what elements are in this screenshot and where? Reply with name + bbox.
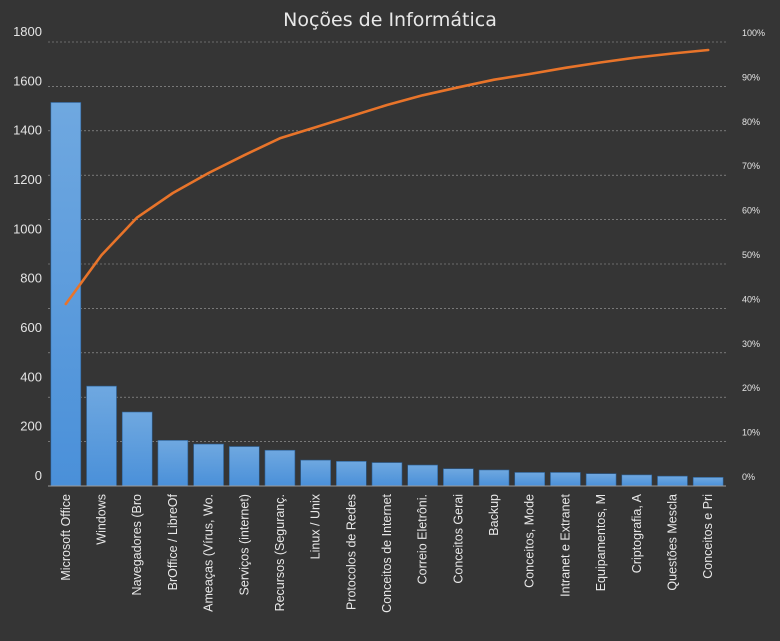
y-tick-label: 200 xyxy=(20,419,42,434)
chart-title: Noções de Informática xyxy=(283,9,497,31)
x-tick-label: Backup xyxy=(487,494,501,536)
bar xyxy=(50,102,82,487)
bar xyxy=(371,462,403,487)
x-tick-label: Correio Eletrôni. xyxy=(416,494,430,584)
bar xyxy=(443,468,474,487)
y2-tick-label: 70% xyxy=(742,161,760,171)
x-tick-label: Navegadores (Bro xyxy=(130,494,144,595)
x-tick-label: Recursos (Seguranç. xyxy=(273,494,287,611)
x-tick-label: Ameaças (Vírus, Wo. xyxy=(202,494,216,612)
bar xyxy=(228,446,260,487)
y2-tick-label: 10% xyxy=(742,428,760,438)
y2-tick-label: 90% xyxy=(742,72,760,82)
y-tick-label: 800 xyxy=(20,271,42,286)
y2-tick-label: 40% xyxy=(742,294,760,304)
x-tick-label: Equipamentos, M xyxy=(594,494,608,591)
bar xyxy=(657,475,688,487)
x-tick-label: Protocolos de Redes xyxy=(344,494,358,610)
y-tick-label: 1600 xyxy=(13,73,42,88)
cumulative-line-series xyxy=(64,48,710,306)
x-tick-label: Conceitos, Mode xyxy=(523,494,537,588)
bar xyxy=(300,459,331,487)
y-tick-label: 1800 xyxy=(13,24,42,39)
bar xyxy=(336,461,367,487)
bar-series xyxy=(50,102,724,487)
x-tick-label: Criptografia, A xyxy=(630,493,644,573)
bar xyxy=(407,464,438,487)
y-tick-label: 600 xyxy=(20,320,42,335)
bar xyxy=(86,385,117,487)
y2-tick-label: 80% xyxy=(742,117,760,127)
x-tick-label: Conceitos de Internet xyxy=(380,493,394,612)
x-tick-label: Microsoft Office xyxy=(59,494,73,581)
x-tick-label: Linux / Unix xyxy=(309,493,323,559)
bar xyxy=(478,469,510,487)
x-tick-label: Conceitos e Pri xyxy=(701,494,715,579)
x-tick-label: Serviços (internet) xyxy=(237,494,251,595)
y2-tick-label: 30% xyxy=(742,339,760,349)
bar xyxy=(585,473,617,487)
x-tick-label: Conceitos Gerai xyxy=(451,494,465,584)
bar xyxy=(621,474,653,487)
y-axis-primary: 0 200 400 600 800 1000 1200 1400 1600 1800 xyxy=(13,24,42,483)
y-axis-secondary: 0% 10% 20% 30% 40% 50% 60% 70% 80% 90% 100% xyxy=(742,28,765,482)
y2-tick-label: 50% xyxy=(742,250,760,260)
x-tick-label: Windows xyxy=(95,494,109,545)
x-axis: Microsoft Office Windows Navegadores (Bro B… xyxy=(48,485,726,613)
bar xyxy=(264,449,296,487)
bar xyxy=(157,440,189,487)
cumulative-line xyxy=(64,48,710,306)
y2-tick-label: 100% xyxy=(742,28,765,38)
x-tick-label: Questões Mescla xyxy=(665,494,679,591)
y-tick-label: 1200 xyxy=(13,172,42,187)
bar xyxy=(692,477,724,487)
bar xyxy=(514,472,546,487)
x-tick-label: BrOffice / LibreOf xyxy=(166,493,180,590)
bar xyxy=(550,472,581,487)
y2-tick-label: 0% xyxy=(742,472,755,482)
y2-tick-label: 60% xyxy=(742,206,760,216)
y-tick-label: 0 xyxy=(35,468,42,483)
gridlines xyxy=(48,41,726,442)
bar xyxy=(193,443,224,487)
y-tick-label: 1400 xyxy=(13,123,42,138)
y-tick-label: 1000 xyxy=(13,221,42,236)
y-tick-label: 400 xyxy=(20,369,42,384)
bar xyxy=(121,411,153,487)
y2-tick-label: 20% xyxy=(742,383,760,393)
x-tick-label: Intranet e Extranet xyxy=(558,493,572,596)
